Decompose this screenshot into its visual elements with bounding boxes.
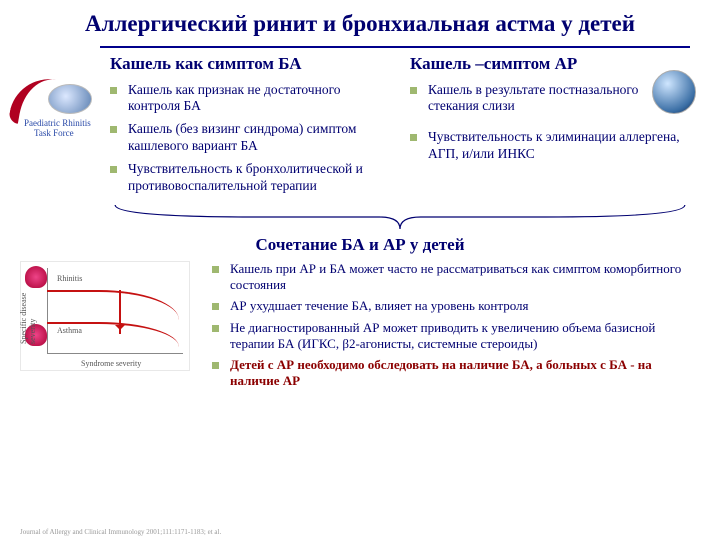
diagram-column: Rhinitis Asthma Specific disease severit…	[20, 261, 200, 395]
brace-icon	[110, 203, 690, 233]
bottom-text-column: Кашель при АР и БА может часто не рассма…	[212, 261, 700, 395]
list-item: Чувствительность к бронхолитической и пр…	[110, 161, 390, 195]
logo-line2: Task Force	[34, 128, 74, 138]
right-heading: Кашель –симптом АР	[410, 54, 690, 74]
list-item: Кашель (без визинг синдрома) симптом каш…	[110, 121, 390, 155]
list-item: Кашель в результате постназального стека…	[410, 82, 690, 116]
right-column: Кашель –симптом АР Кашель в результате п…	[410, 54, 690, 201]
curve-rhinitis	[47, 290, 179, 322]
list-item: Кашель при АР и БА может часто не рассма…	[212, 261, 700, 294]
left-bullets: Кашель как признак не достаточного контр…	[110, 82, 390, 195]
left-heading: Кашель как симптом БА	[110, 54, 390, 74]
list-item: Чувствительность к элиминации аллергена,…	[410, 129, 690, 163]
label-rhinitis: Rhinitis	[57, 274, 82, 283]
list-item: Не диагностированный АР может приводить …	[212, 320, 700, 353]
y-label: Specific disease severity	[19, 284, 37, 344]
arrow-icon	[119, 290, 121, 334]
x-axis	[47, 353, 183, 354]
x-label: Syndrome severity	[81, 359, 141, 368]
left-column: Кашель как симптом БА Кашель как признак…	[110, 54, 390, 201]
severity-diagram: Rhinitis Asthma Specific disease severit…	[20, 261, 190, 371]
brace-connector	[110, 203, 690, 233]
divider	[100, 46, 690, 48]
bottom-bullets: Кашель при АР и БА может часто не рассма…	[212, 261, 700, 390]
label-asthma: Asthma	[57, 326, 82, 335]
page-title: Аллергический ринит и бронхиальная астма…	[0, 0, 720, 44]
list-item-emphasis: Детей с АР необходимо обследовать на нал…	[212, 357, 700, 390]
footer-reference: Journal of Allergy and Clinical Immunolo…	[20, 528, 221, 536]
section2-title: Сочетание БА и АР у детей	[0, 235, 720, 255]
logo-line1: Paediatric Rhinitis	[24, 118, 91, 128]
two-column-section: Кашель как симптом БА Кашель как признак…	[0, 54, 720, 201]
globe-icon	[48, 84, 92, 114]
list-item: АР ухудшает течение БА, влияет на уровен…	[212, 298, 700, 314]
right-bullets: Кашель в результате постназального стека…	[410, 82, 690, 164]
bottom-section: Rhinitis Asthma Specific disease severit…	[0, 261, 720, 395]
list-item: Кашель как признак не достаточного контр…	[110, 82, 390, 116]
